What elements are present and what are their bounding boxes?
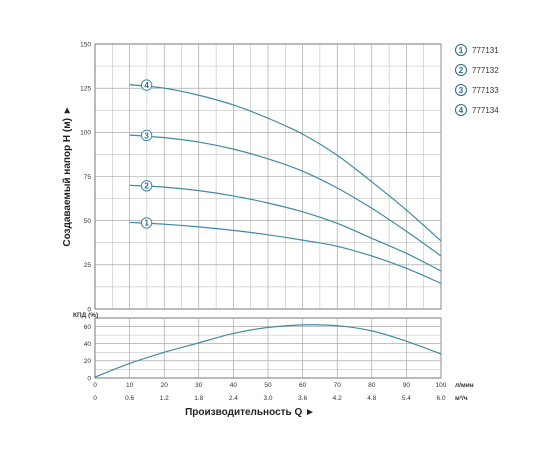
x-secondary-tick-label: 4.2 [333,395,342,402]
efficiency-y-tick-label: 20 [84,358,92,365]
x-primary-tick-label: 20 [161,382,169,389]
head-y-tick-label: 100 [80,130,91,137]
x-primary-tick-label: 90 [403,382,411,389]
x-primary-ticks: 0 10 20 30 40 50 60 70 80 90 100 [93,382,447,389]
head-series-markers: 1 2 3 4 [140,79,153,229]
head-marker-label: 2 [144,182,149,191]
head-marker-label: 3 [144,131,149,140]
legend-marker-label: 2 [459,66,464,75]
efficiency-y-tick-label: 60 [84,324,92,331]
x-secondary-unit: м³/ч [455,395,468,402]
legend-marker-circle [455,84,467,96]
legend-marker-circle [455,64,467,76]
x-primary-tick-label: 80 [368,382,376,389]
x-secondary-tick-label: 3.6 [298,395,307,402]
x-primary-tick-label: 40 [230,382,238,389]
x-secondary-tick-label: 0.6 [125,395,134,402]
legend-entry: 4 777134 [455,104,499,116]
legend-marker-circle [455,44,467,56]
head-marker-label: 4 [144,81,149,90]
legend-marker-label: 4 [459,106,464,115]
head-y-tick-label: 25 [84,262,92,269]
head-marker-4: 4 [140,79,153,91]
efficiency-y-tick-label: 40 [84,341,92,348]
head-marker-circle [140,129,153,142]
x-primary-tick-label: 60 [299,382,307,389]
x-secondary-tick-label: 2.4 [229,395,238,402]
head-y-tick-label: 150 [80,41,91,48]
efficiency-y-ticks: 0 20 40 60 [84,324,92,382]
legend-entry: 3 777133 [455,84,499,96]
x-secondary-tick-label: 1.8 [194,395,203,402]
efficiency-y-axis-label: КПД (%) [73,312,98,319]
efficiency-curve [94,324,442,378]
x-secondary-tick-label: 3.0 [263,395,272,402]
x-secondary-tick-label: 1.2 [160,395,169,402]
legend-label: 777134 [472,106,499,115]
head-curve-777134 [129,84,442,242]
head-curve-777132 [129,184,442,272]
legend-entry: 1 777131 [455,44,499,56]
head-y-tick-label: 125 [80,85,91,92]
x-primary-tick-label: 30 [195,382,203,389]
head-marker-1: 1 [140,217,153,229]
head-lines [129,84,442,284]
head-marker-3: 3 [140,129,153,142]
x-secondary-tick-label: 5.4 [402,395,411,402]
head-curve-777131 [129,221,442,284]
x-primary-tick-label: 10 [126,382,134,389]
x-secondary-tick-label: 0 [93,395,97,402]
legend-label: 777132 [472,66,499,75]
efficiency-line [94,324,442,378]
head-marker-circle [140,79,153,91]
efficiency-y-tick-label: 0 [87,375,91,382]
head-grid [95,44,442,309]
head-marker-circle [140,180,153,192]
x-primary-unit: л/мин [455,382,474,389]
legend-label: 777133 [472,86,499,95]
legend-entry: 2 777132 [455,64,499,76]
head-marker-2: 2 [140,180,153,192]
x-secondary-tick-label: 6.0 [436,395,445,402]
head-y-tick-label: 75 [84,174,92,181]
legend-marker-circle [455,104,467,116]
head-curve-777133 [129,134,442,257]
head-marker-circle [140,217,153,229]
x-axis-label: Производительность Q ► [185,407,315,418]
x-primary-tick-label: 50 [264,382,272,389]
x-secondary-ticks: 0 0.6 1.2 1.8 2.4 3.0 3.6 4.2 4.8 5.4 6.0 [93,395,446,402]
x-primary-tick-label: 0 [93,382,97,389]
head-y-ticks: 0 25 50 75 100 125 150 [80,41,91,313]
x-primary-tick-label: 70 [334,382,342,389]
head-y-tick-label: 50 [84,218,92,225]
head-y-axis-label: Создаваемый напор H (м) ► [62,105,73,246]
x-primary-tick-label: 100 [436,382,447,389]
legend-marker-label: 3 [459,86,464,95]
head-marker-label: 1 [144,219,149,228]
legend-label: 777131 [472,46,499,55]
efficiency-grid [95,318,442,378]
legend-marker-label: 1 [459,46,464,55]
head-y-tick-label: 0 [87,306,91,313]
x-secondary-tick-label: 4.8 [367,395,376,402]
legend: 1 777131 2 777132 3 777133 4 777134 [455,44,499,116]
